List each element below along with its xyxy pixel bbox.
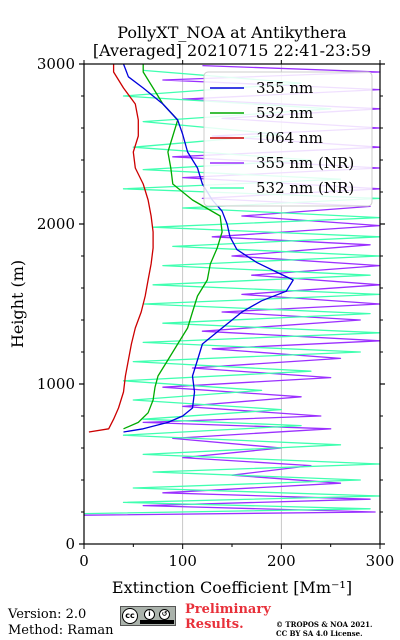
series-line-532-nm [123,64,223,430]
y-axis-label: Height (m) [8,260,27,348]
cc-badge-strip [140,620,174,624]
cc-sa-icon: ↺ [159,609,170,620]
series-line-355-nm [122,63,294,433]
x-tick-label: 200 [267,552,296,570]
x-tick-label: 300 [366,552,395,570]
legend-label: 532 nm (NR) [256,179,354,197]
preliminary-notice: Preliminary Results. [185,602,271,632]
y-tick-label: 0 [65,535,75,553]
y-tick-label: 3000 [37,55,75,73]
y-tick-label: 2000 [37,215,75,233]
legend-label: 532 nm [256,104,313,122]
series-line-1064-nm [88,64,154,433]
cc-license-badge: cc i ↺ [120,606,176,626]
legend-label: 1064 nm [256,129,323,147]
version-text: Version: 2.0 [8,607,87,622]
cc-icon: cc [122,608,138,624]
x-tick-label: 100 [168,552,197,570]
legend-label: 355 nm (NR) [256,154,354,172]
legend: 355 nm 532 nm 1064 nm 355 nm (NR) 532 nm (NR… [203,71,373,207]
method-text: Method: Raman [8,623,114,638]
cc-by-icon: i [144,609,155,620]
chart-title: PollyXT_NOA at Antikythera [117,23,347,42]
chart-subtitle: [Averaged] 20210715 22:41-23:59 [92,41,372,60]
y-tick-label: 1000 [37,375,75,393]
x-tick-label: 0 [79,552,89,570]
series-line-532-nm-nr [83,69,381,515]
x-axis-label: Extinction Coefficient [Mm⁻¹] [112,578,352,597]
copyright-text: © TROPOS & NOA 2021. CC BY SA 4.0 Licens… [276,620,373,638]
legend-box [203,71,373,207]
legend-label: 355 nm [256,79,313,97]
